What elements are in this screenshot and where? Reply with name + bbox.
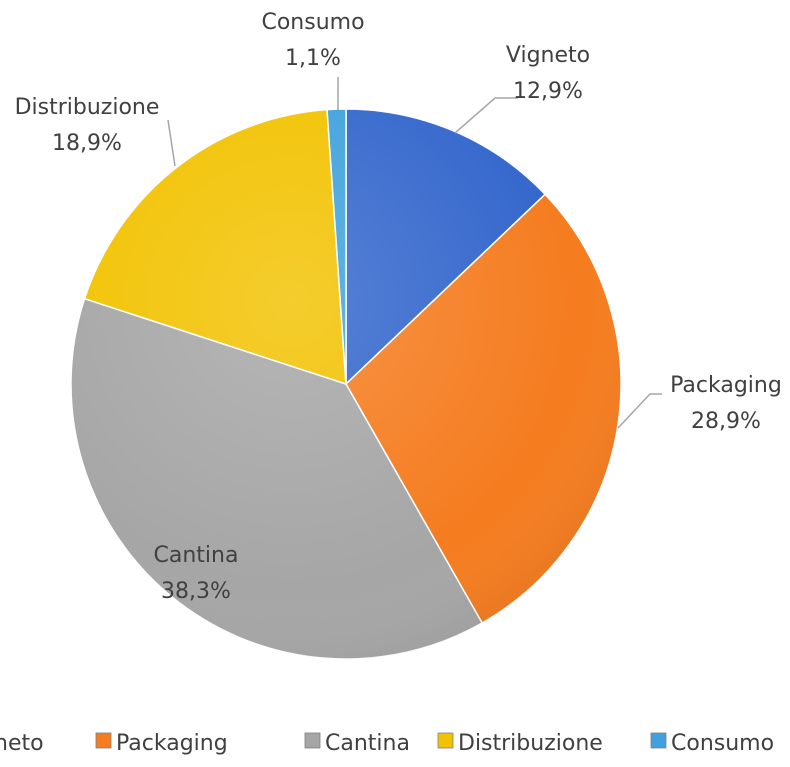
value-label-cantina: 38,3% (161, 579, 231, 604)
data-labels: Vigneto 12,9% Packaging 28,9% Cantina 38,3% Di… (15, 10, 782, 604)
leader-lines (167, 77, 662, 429)
legend-label-consumo: Consumo (671, 731, 774, 756)
value-label-packaging: 28,9% (691, 409, 761, 434)
category-label-vigneto: Vigneto (506, 43, 590, 68)
leader-line-packaging (617, 393, 662, 429)
leader-line-distribuzione (167, 119, 176, 167)
legend-label-cantina: Cantina (325, 731, 410, 756)
category-label-packaging: Packaging (670, 373, 782, 398)
category-label-consumo: Consumo (261, 10, 364, 35)
legend-label-vigneto: neto (0, 731, 44, 756)
legend: neto Packaging Cantina Distribuzione Consumo (0, 731, 774, 756)
legend-swatch-distribuzione (437, 732, 454, 749)
category-label-cantina: Cantina (154, 543, 239, 568)
legend-label-packaging: Packaging (116, 731, 228, 756)
legend-swatch-packaging (95, 732, 112, 749)
value-label-distribuzione: 18,9% (52, 131, 122, 156)
legend-swatch-consumo (650, 732, 667, 749)
legend-label-distribuzione: Distribuzione (458, 731, 603, 756)
value-label-vigneto: 12,9% (513, 79, 583, 104)
legend-swatch-cantina (304, 732, 321, 749)
leader-line-vigneto (454, 97, 518, 134)
pie-slices (70, 108, 622, 660)
value-label-consumo: 1,1% (285, 46, 341, 71)
category-label-distribuzione: Distribuzione (15, 95, 160, 120)
